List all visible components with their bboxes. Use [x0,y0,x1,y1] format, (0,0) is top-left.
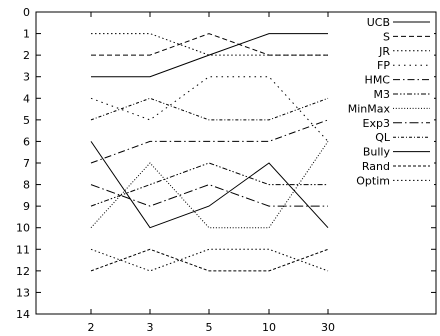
legend-label-ucb: UCB [367,16,390,29]
series-line-ql [90,97,329,121]
legend-bg [346,57,434,72]
series-layer [90,33,329,272]
y-tick-label: 8 [23,179,30,192]
legend-bg [346,129,434,144]
y-tick-label: 13 [16,286,30,299]
x-tick-label: 2 [88,321,95,334]
legend-label-ql: QL [375,131,391,144]
x-axis: 2 3 5 10 30 [88,12,335,334]
series-line-bully [90,141,329,229]
y-tick-label: 6 [23,135,30,148]
legend-label-rand: Rand [362,160,390,173]
legend-bg [346,114,434,129]
series-line-jr [91,33,328,56]
y-tick-label: 12 [16,265,30,278]
legend-bg [346,86,434,100]
legend-label-s: S [383,30,390,43]
legend-label-fp: FP [377,59,390,72]
x-tick-label: 3 [147,321,154,334]
legend-label-exp3: Exp3 [363,117,390,130]
y-tick-label: 4 [23,92,30,105]
y-tick-label: 5 [23,114,30,127]
legend-bg [346,143,434,158]
legend-bg [346,42,434,57]
x-tick-label: 5 [206,321,213,334]
y-tick-label: 10 [16,222,30,235]
y-tick-label: 7 [23,157,30,170]
y-tick-label: 2 [23,49,30,62]
legend-label-minmax: MinMax [348,102,391,115]
legend-bg [346,71,434,86]
y-tick-label: 9 [23,200,30,213]
legend-bg [346,158,434,172]
x-tick-label: 30 [321,321,335,334]
legend-bg [346,100,434,115]
legend-label-hmc: HMC [365,74,391,87]
series-line-optim [90,248,329,272]
series-line-ucb [91,33,328,78]
x-tick-label: 10 [262,321,276,334]
series-line-exp3 [90,184,328,207]
legend-bg [346,172,434,187]
y-tick-label: 11 [16,243,30,256]
legend-bg [346,14,434,28]
legend-bg [346,28,434,43]
y-tick-label: 0 [23,6,30,19]
y-tick-label: 1 [23,28,30,41]
legend-label-jr: JR [378,45,390,58]
legend-label-bully: Bully [363,146,391,159]
series-line-s [91,33,328,56]
y-tick-label: 14 [16,308,30,321]
legend-label-m3: M3 [374,88,391,101]
series-line-m3 [90,162,328,207]
series-line-fp [90,76,329,142]
legend-label-optim: Optim [356,174,390,187]
series-line-hmc [90,119,329,164]
series-line-rand [90,248,329,272]
y-tick-label: 3 [23,71,30,84]
